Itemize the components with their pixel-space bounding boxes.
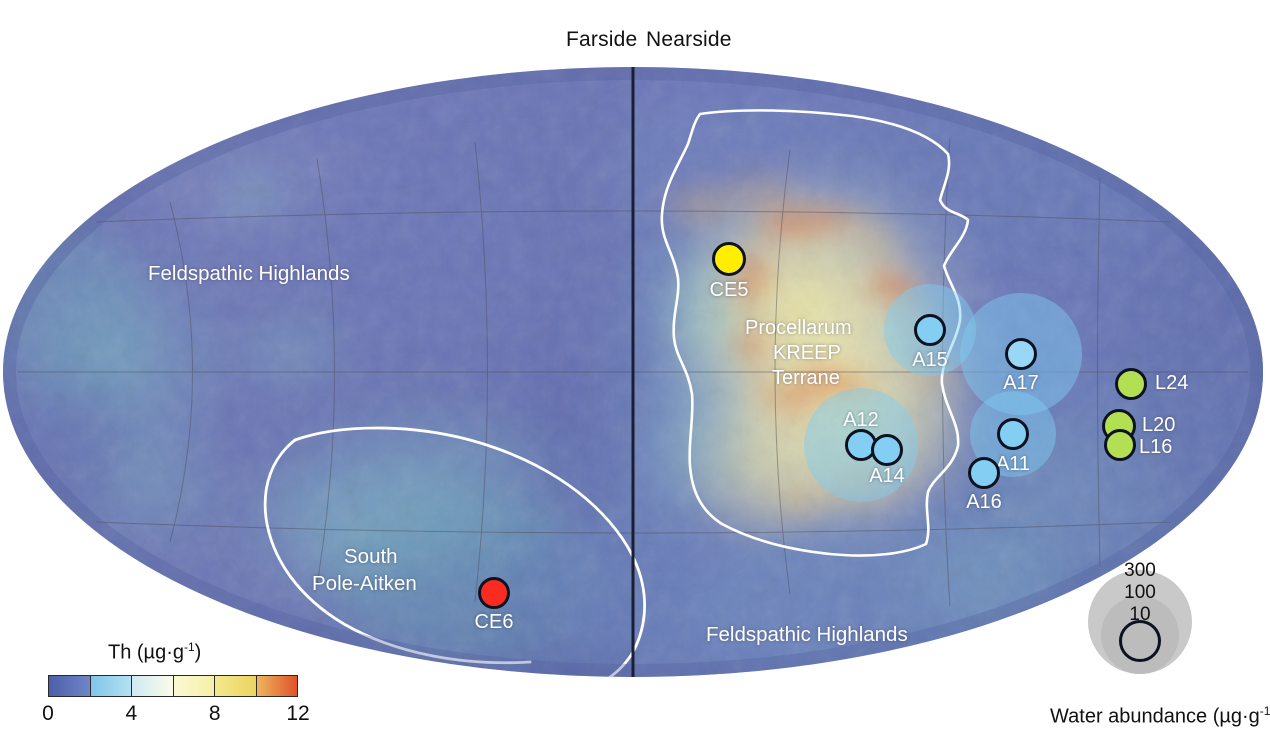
th-colorbar-segment-6 (256, 676, 297, 696)
th-colorbar-segment-2 (90, 676, 132, 696)
site-marker-a14[interactable] (871, 434, 903, 466)
th-colorbar-title: Th (µg·g-1) (108, 640, 201, 665)
th-colorbar-tick-8: 8 (208, 702, 221, 725)
map-canvas (3, 67, 1263, 677)
th-colorbar: Th (µg·g-1) 0 4 8 12 (42, 640, 310, 745)
site-marker-a15[interactable] (914, 314, 946, 346)
water-legend-caption: Water abundance (µg·g-1) (1050, 704, 1270, 729)
water-legend-caption-exponent: -1 (1259, 704, 1270, 718)
th-colorbar-segment-4 (173, 676, 215, 696)
spa-outline (293, 426, 646, 677)
th-colorbar-title-exponent: -1 (184, 640, 195, 654)
site-marker-ce6[interactable] (478, 577, 510, 609)
site-marker-l24[interactable] (1115, 368, 1147, 400)
spa-outline-lower (263, 438, 532, 665)
nearside-label: Nearside (646, 28, 732, 51)
site-marker-a11[interactable] (997, 418, 1029, 450)
th-colorbar-tick-0: 0 (42, 702, 54, 725)
site-marker-a17[interactable] (1005, 338, 1037, 370)
site-marker-a16[interactable] (968, 457, 1000, 489)
site-marker-l16[interactable] (1104, 429, 1136, 461)
th-colorbar-tick-4: 4 (125, 702, 138, 725)
th-colorbar-gradient (48, 675, 298, 697)
farside-label: Farside (566, 28, 638, 51)
water-legend-caption-main: Water abundance (µg·g (1050, 705, 1260, 728)
th-colorbar-segment-5 (215, 676, 257, 696)
water-legend-circle-10 (1119, 620, 1161, 662)
th-colorbar-segment-1 (49, 676, 91, 696)
water-legend-value-300: 300 (1124, 560, 1156, 581)
th-colorbar-title-tail: ) (194, 641, 202, 664)
th-colorbar-tick-12: 12 (286, 702, 310, 725)
water-legend-value-100: 100 (1124, 582, 1156, 603)
th-colorbar-title-main: Th (µg·g (108, 641, 184, 664)
site-marker-ce5[interactable] (712, 242, 746, 276)
water-legend-value-10: 10 (1129, 604, 1151, 625)
pkt-outline (660, 109, 970, 557)
th-colorbar-segment-3 (132, 676, 174, 696)
